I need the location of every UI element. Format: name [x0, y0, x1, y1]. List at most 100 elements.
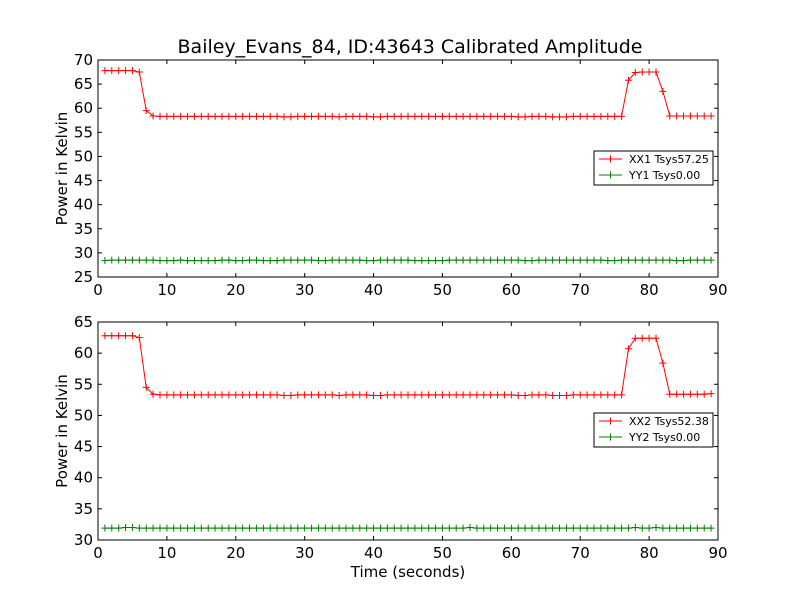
- chart-1-series-0-point: [390, 391, 398, 399]
- chart-1-series-1-point: [115, 524, 123, 532]
- chart-0-series-0-point: [611, 112, 619, 120]
- chart-0-series-1-point: [480, 256, 488, 264]
- chart-1-series-1-point: [122, 524, 130, 532]
- chart-0-series-0-point: [163, 112, 171, 120]
- chart-1-series-0-point: [576, 391, 584, 399]
- chart-0-series-1-point: [521, 257, 529, 265]
- chart-0-series-1-point: [604, 257, 612, 265]
- chart-1-xtick-label: 90: [708, 544, 727, 562]
- chart-1-series-1-point: [404, 524, 412, 532]
- chart-0-series-1-point: [197, 257, 205, 265]
- chart-0-series-0-point: [438, 112, 446, 120]
- chart-0-ytick-label: 30: [74, 244, 93, 262]
- chart-1-series-1-point: [645, 524, 653, 532]
- chart-1-series-0-point: [466, 391, 474, 399]
- chart-1-series-1-point: [101, 524, 109, 532]
- chart-0-series-1-point: [349, 256, 357, 264]
- chart-1-series-1-point: [128, 524, 136, 532]
- chart-1-series-1-point: [473, 524, 481, 532]
- chart-0-series-1-point: [542, 256, 550, 264]
- chart-1-series-0-point: [480, 391, 488, 399]
- chart-1-series-0-point: [383, 391, 391, 399]
- chart-1-series-1-point: [390, 524, 398, 532]
- chart-1-series-0-point: [680, 390, 688, 398]
- chart-0-series-0-point: [177, 112, 185, 120]
- chart-0-series-1-point: [108, 256, 116, 264]
- chart-0-series-0-point: [494, 112, 502, 120]
- chart-0-series-0-point: [335, 113, 343, 121]
- chart-0-series-1-point: [500, 256, 508, 264]
- chart-0-series-0-point: [583, 112, 591, 120]
- chart-1-series-1-point: [314, 524, 322, 532]
- chart-0-xtick-label: 10: [157, 281, 176, 299]
- chart-1-series-0-point: [259, 391, 267, 399]
- chart-0-series-1-point: [576, 256, 584, 264]
- chart-1-series-0-point: [645, 334, 653, 342]
- chart-1-series-1-point: [280, 524, 288, 532]
- chart-0-series-1-point: [101, 257, 109, 265]
- chart-1-series-0-point: [128, 332, 136, 340]
- chart-1-series-1-point: [211, 524, 219, 532]
- chart-0-series-1-point: [666, 256, 674, 264]
- chart-1-series-1-point: [521, 524, 529, 532]
- chart-0-series-0-point: [659, 87, 667, 95]
- chart-0-series-0-point: [101, 67, 109, 75]
- chart-0-series-1-point: [618, 256, 626, 264]
- chart-1-series-0-point: [239, 391, 247, 399]
- chart-1-series-1-point: [266, 524, 274, 532]
- chart-1-series-0-point: [404, 391, 412, 399]
- chart-0-ytick-label: 70: [74, 51, 93, 69]
- chart-0-series-1-point: [700, 256, 708, 264]
- chart-0-series-1-point: [370, 257, 378, 265]
- chart-0-series-0-point: [445, 112, 453, 120]
- chart-0-series-0-point: [459, 112, 467, 120]
- chart-0-series-0-point: [349, 112, 357, 120]
- chart-1-series-1-point: [411, 524, 419, 532]
- chart-0-series-1-point: [211, 257, 219, 265]
- chart-0-ytick-label: 40: [74, 196, 93, 214]
- chart-0-ytick-label: 60: [74, 99, 93, 117]
- chart-1-series-0-point: [631, 334, 639, 342]
- chart-1-series-0-point: [142, 383, 150, 391]
- chart-1-series-0-point: [108, 332, 116, 340]
- chart-0-series-0-point: [693, 112, 701, 120]
- chart-0-series-1-point: [507, 256, 515, 264]
- chart-1-series-0-point: [335, 391, 343, 399]
- chart-1-series-0-point: [597, 391, 605, 399]
- chart-1-legend-label: YY2 Tsys0.00: [628, 431, 700, 444]
- chart-1-series-0-point: [514, 391, 522, 399]
- chart-0-ylabel: Power in Kelvin: [53, 112, 71, 226]
- chart-0-series-1-point: [135, 256, 143, 264]
- chart-1-series-1-point: [693, 524, 701, 532]
- chart-0-series-1-point: [301, 256, 309, 264]
- chart-1-series-1-point: [673, 524, 681, 532]
- chart-1-series-1-point: [190, 524, 198, 532]
- chart-0-series-0-point: [432, 112, 440, 120]
- chart-1-series-0-point: [693, 390, 701, 398]
- chart-1-legend: XX2 Tsys52.38 YY2 Tsys0.00: [593, 412, 714, 448]
- chart-0-series-1-point: [569, 256, 577, 264]
- chart-1-series-0-point: [349, 391, 357, 399]
- chart-1-series-0-point: [638, 334, 646, 342]
- chart-1-legend-box: [593, 412, 714, 448]
- chart-0-series-1-point: [314, 257, 322, 265]
- chart-0-series-1-point: [390, 256, 398, 264]
- chart-1-series-1-point: [686, 524, 694, 532]
- chart-1-series-0-point: [590, 391, 598, 399]
- chart-1-series-0-point: [170, 391, 178, 399]
- chart-1-series-0-point: [528, 391, 536, 399]
- chart-1-series-1-point: [328, 524, 336, 532]
- chart-0-series-0-point: [686, 112, 694, 120]
- chart-0-ytick-label: 55: [74, 123, 93, 141]
- chart-0-series-1-point: [494, 256, 502, 264]
- chart-0-series-0-point: [122, 67, 130, 75]
- chart-0-series-1-point: [170, 257, 178, 265]
- chart-0-series-0-point: [700, 112, 708, 120]
- chart-0-series-0-point: [314, 112, 322, 120]
- chart-1-series-0-point: [101, 332, 109, 340]
- chart-0-series-0-point: [500, 112, 508, 120]
- chart-0-ytick-label: 35: [74, 220, 93, 238]
- chart-1-xtick-label: 50: [433, 544, 452, 562]
- chart-1-series-0-point: [156, 391, 164, 399]
- chart-1-series-0-point: [204, 391, 212, 399]
